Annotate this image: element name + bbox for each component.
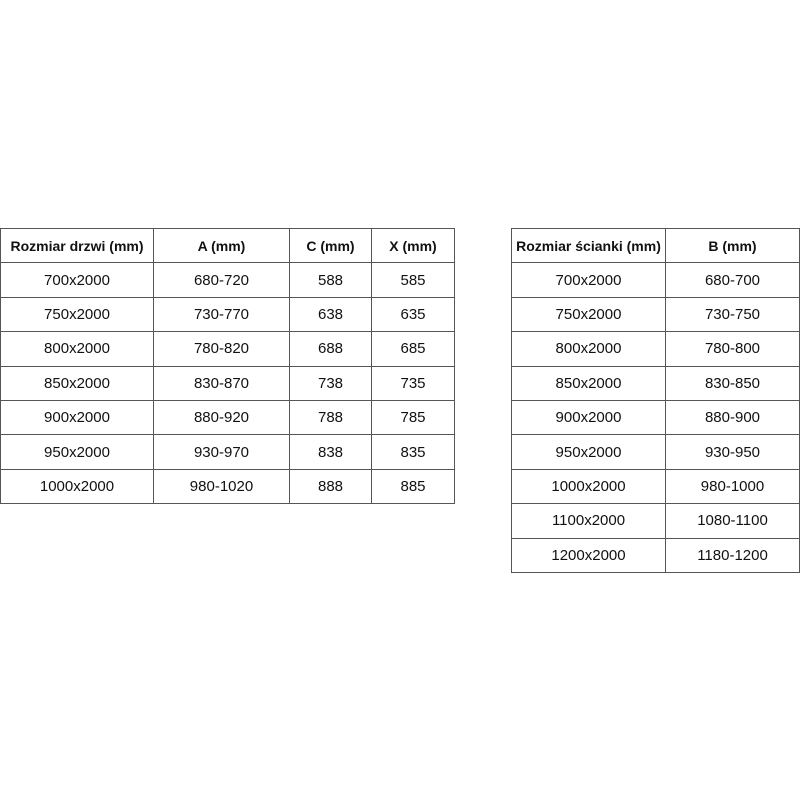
table-row: 950x2000 930-950 [511,434,800,470]
table-cell: 980-1020 [153,468,290,505]
table-cell: 738 [289,365,372,401]
column-header: Rozmiar ścianki (mm) [511,227,666,264]
table-cell: 750x2000 [0,296,154,333]
table-cell: 780-820 [153,331,290,367]
table-cell: 750x2000 [511,296,666,333]
table-cell: 885 [371,468,455,505]
table-cell: 588 [289,262,372,298]
table-cell: 730-750 [665,296,800,333]
table-cell: 880-920 [153,399,290,436]
table-cell: 685 [371,331,455,367]
door-size-table: Rozmiar drzwi (mm) A (mm) C (mm) X (mm) 700… [0,227,455,505]
column-header: A (mm) [153,227,290,264]
table-row: 950x2000 930-970 838 835 [0,434,455,470]
table-cell: 1080-1100 [665,503,800,539]
column-header: C (mm) [289,227,372,264]
table-row: 800x2000 780-800 [511,331,800,367]
table-cell: 880-900 [665,399,800,436]
table-row: 850x2000 830-850 [511,365,800,401]
table-cell: 730-770 [153,296,290,333]
table-cell: 900x2000 [511,399,666,436]
table-cell: 1180-1200 [665,537,800,573]
table-cell: 800x2000 [511,331,666,367]
table-row: 900x2000 880-900 [511,399,800,436]
table-cell: 680-720 [153,262,290,298]
table-cell: 1200x2000 [511,537,666,573]
table-row: 800x2000 780-820 688 685 [0,331,455,367]
table-row: 1100x2000 1080-1100 [511,503,800,539]
table-cell: 900x2000 [0,399,154,436]
table-row: 750x2000 730-750 [511,296,800,333]
table-cell: 635 [371,296,455,333]
table-cell: 700x2000 [511,262,666,298]
table-cell: 688 [289,331,372,367]
table-cell: 780-800 [665,331,800,367]
column-header: Rozmiar drzwi (mm) [0,227,154,264]
table-cell: 888 [289,468,372,505]
table-cell: 830-870 [153,365,290,401]
table-cell: 850x2000 [511,365,666,401]
table-row: 1000x2000 980-1000 [511,468,800,505]
table-row: 1200x2000 1180-1200 [511,537,800,573]
table-cell: 735 [371,365,455,401]
table-header-row: Rozmiar ścianki (mm) B (mm) [511,227,800,264]
table-cell: 1100x2000 [511,503,666,539]
wall-size-table: Rozmiar ścianki (mm) B (mm) 700x2000 680-7… [511,227,800,573]
table-cell: 585 [371,262,455,298]
table-row: 700x2000 680-720 588 585 [0,262,455,298]
table-cell: 788 [289,399,372,436]
table-cell: 1000x2000 [511,468,666,505]
table-cell: 850x2000 [0,365,154,401]
table-row: 900x2000 880-920 788 785 [0,399,455,436]
table-cell: 800x2000 [0,331,154,367]
table-cell: 980-1000 [665,468,800,505]
table-cell: 950x2000 [511,434,666,470]
table-cell: 638 [289,296,372,333]
table-row: 700x2000 680-700 [511,262,800,298]
table-row: 850x2000 830-870 738 735 [0,365,455,401]
table-header-row: Rozmiar drzwi (mm) A (mm) C (mm) X (mm) [0,227,455,264]
table-cell: 700x2000 [0,262,154,298]
table-cell: 838 [289,434,372,470]
table-cell: 680-700 [665,262,800,298]
table-cell: 930-950 [665,434,800,470]
table-cell: 1000x2000 [0,468,154,505]
column-header: X (mm) [371,227,455,264]
table-cell: 950x2000 [0,434,154,470]
column-header: B (mm) [665,227,800,264]
table-cell: 930-970 [153,434,290,470]
table-cell: 830-850 [665,365,800,401]
table-cell: 785 [371,399,455,436]
table-row: 750x2000 730-770 638 635 [0,296,455,333]
table-cell: 835 [371,434,455,470]
table-row: 1000x2000 980-1020 888 885 [0,468,455,505]
